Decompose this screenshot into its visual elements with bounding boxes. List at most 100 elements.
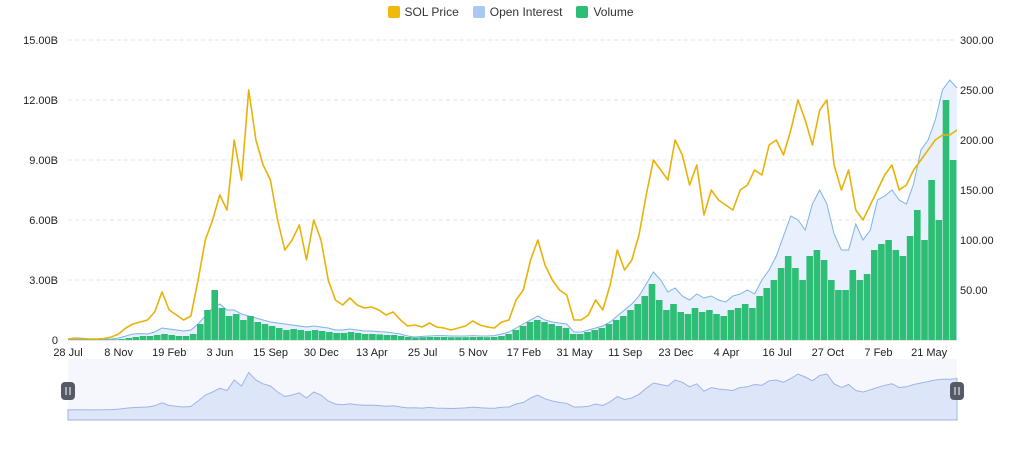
volume-bar (942, 100, 950, 340)
volume-bar (297, 330, 304, 340)
volume-bar (842, 290, 849, 340)
navigator-right-handle[interactable] (950, 382, 964, 400)
navigator-left-handle[interactable] (61, 382, 75, 400)
volume-bar (863, 274, 871, 340)
legend-label-volume: Volume (593, 5, 634, 19)
volume-bar (792, 268, 799, 340)
sol-price-line (67, 89, 958, 340)
x-tick-label: 16 Jul (762, 347, 791, 359)
volume-bar (555, 326, 563, 340)
x-tick-label: 19 Feb (152, 347, 186, 359)
volume-bar (878, 244, 885, 340)
x-tick-label: 28 Jul (53, 347, 82, 359)
volume-bar (892, 250, 900, 340)
volume-bar (462, 337, 469, 340)
volume-bar (455, 337, 462, 340)
volume-bar (526, 322, 534, 340)
volume-bar (483, 337, 491, 340)
volume-bar (534, 320, 541, 340)
volume-bar (311, 330, 319, 340)
left-y-tick-label: 6.00B (29, 215, 58, 227)
x-tick-label: 25 Jul (408, 347, 437, 359)
volume-bar (648, 284, 656, 340)
volume-bar (283, 330, 290, 340)
volume-bar (921, 240, 928, 340)
volume-bar (949, 160, 957, 340)
legend-item-open-interest[interactable]: Open Interest (472, 5, 563, 19)
open-interest-swatch (472, 6, 485, 18)
volume-bar (189, 334, 197, 340)
volume-bar (161, 334, 168, 340)
volume-bar (820, 260, 828, 340)
volume-bar (849, 270, 857, 340)
left-y-tick-label: 12.00B (23, 95, 58, 107)
x-tick-label: 7 Feb (864, 347, 892, 359)
right-y-tick-label: 100.00 (960, 235, 994, 247)
right-y-tick-label: 300.00 (960, 35, 994, 47)
volume-bar (906, 236, 914, 340)
volume-bar (591, 330, 598, 340)
x-tick-label: 5 Nov (459, 347, 488, 359)
volume-bar (799, 280, 806, 340)
volume-bar (268, 326, 276, 340)
volume-series (68, 100, 957, 340)
volume-bar (677, 312, 684, 340)
volume-bar (899, 256, 907, 340)
volume-bar (828, 280, 835, 340)
volume-bar (663, 310, 670, 340)
volume-bar (426, 337, 434, 340)
volume-bar (347, 332, 355, 340)
x-tick-label: 17 Feb (507, 347, 541, 359)
volume-bar (562, 328, 570, 340)
volume-bar (125, 338, 132, 340)
handle-grip (950, 382, 964, 400)
volume-bar (440, 337, 448, 340)
volume-bar (727, 310, 735, 340)
left-y-tick-label: 9.00B (29, 155, 58, 167)
legend-label-open-interest: Open Interest (489, 5, 563, 19)
legend-item-volume[interactable]: Volume (576, 5, 634, 19)
right-y-tick-label: 50.00 (960, 285, 988, 297)
left-y-tick-label: 3.00B (29, 275, 58, 287)
x-tick-label: 11 Sep (608, 347, 642, 359)
volume-bar (390, 335, 398, 340)
right-y-tick-label: 250.00 (960, 85, 994, 97)
sol-price-series (67, 89, 958, 340)
volume-bar (784, 256, 792, 340)
left-y-tick-label: 15.00B (23, 35, 58, 47)
volume-bar (376, 334, 383, 340)
volume-bar (154, 335, 161, 340)
volume-bar (132, 337, 140, 340)
volume-bar (448, 337, 455, 340)
volume-bar (856, 280, 864, 340)
handle-grip (61, 382, 75, 400)
volume-bar (369, 334, 376, 340)
volume-bar (354, 333, 362, 340)
range-navigator[interactable] (61, 359, 964, 421)
volume-bar (512, 330, 520, 340)
volume-bar (491, 337, 498, 340)
x-tick-label: 31 May (557, 347, 594, 359)
volume-bar (197, 324, 204, 340)
volume-bar (290, 329, 297, 340)
left-y-axis: 0 3.00B 6.00B 9.00B 12.00B 15.00B (23, 35, 58, 347)
volume-bar (620, 316, 627, 340)
volume-bar (139, 336, 147, 340)
volume-bar (498, 336, 505, 340)
volume-bar (813, 250, 821, 340)
x-tick-label: 8 Nov (104, 347, 133, 359)
volume-bar (333, 333, 340, 340)
volume-bar (254, 322, 261, 340)
legend-item-sol-price[interactable]: SOL Price (387, 5, 459, 19)
right-y-axis: 50.00 100.00 150.00 200.00 250.00 300.00 (960, 35, 994, 297)
volume-bar (935, 220, 943, 340)
volume-bar (218, 308, 226, 340)
volume-bar (419, 337, 426, 340)
x-tick-label: 13 Apr (356, 347, 388, 359)
volume-bar (706, 310, 713, 340)
volume-bar (741, 304, 749, 340)
volume-bar (541, 322, 548, 340)
right-y-tick-label: 150.00 (960, 185, 994, 197)
